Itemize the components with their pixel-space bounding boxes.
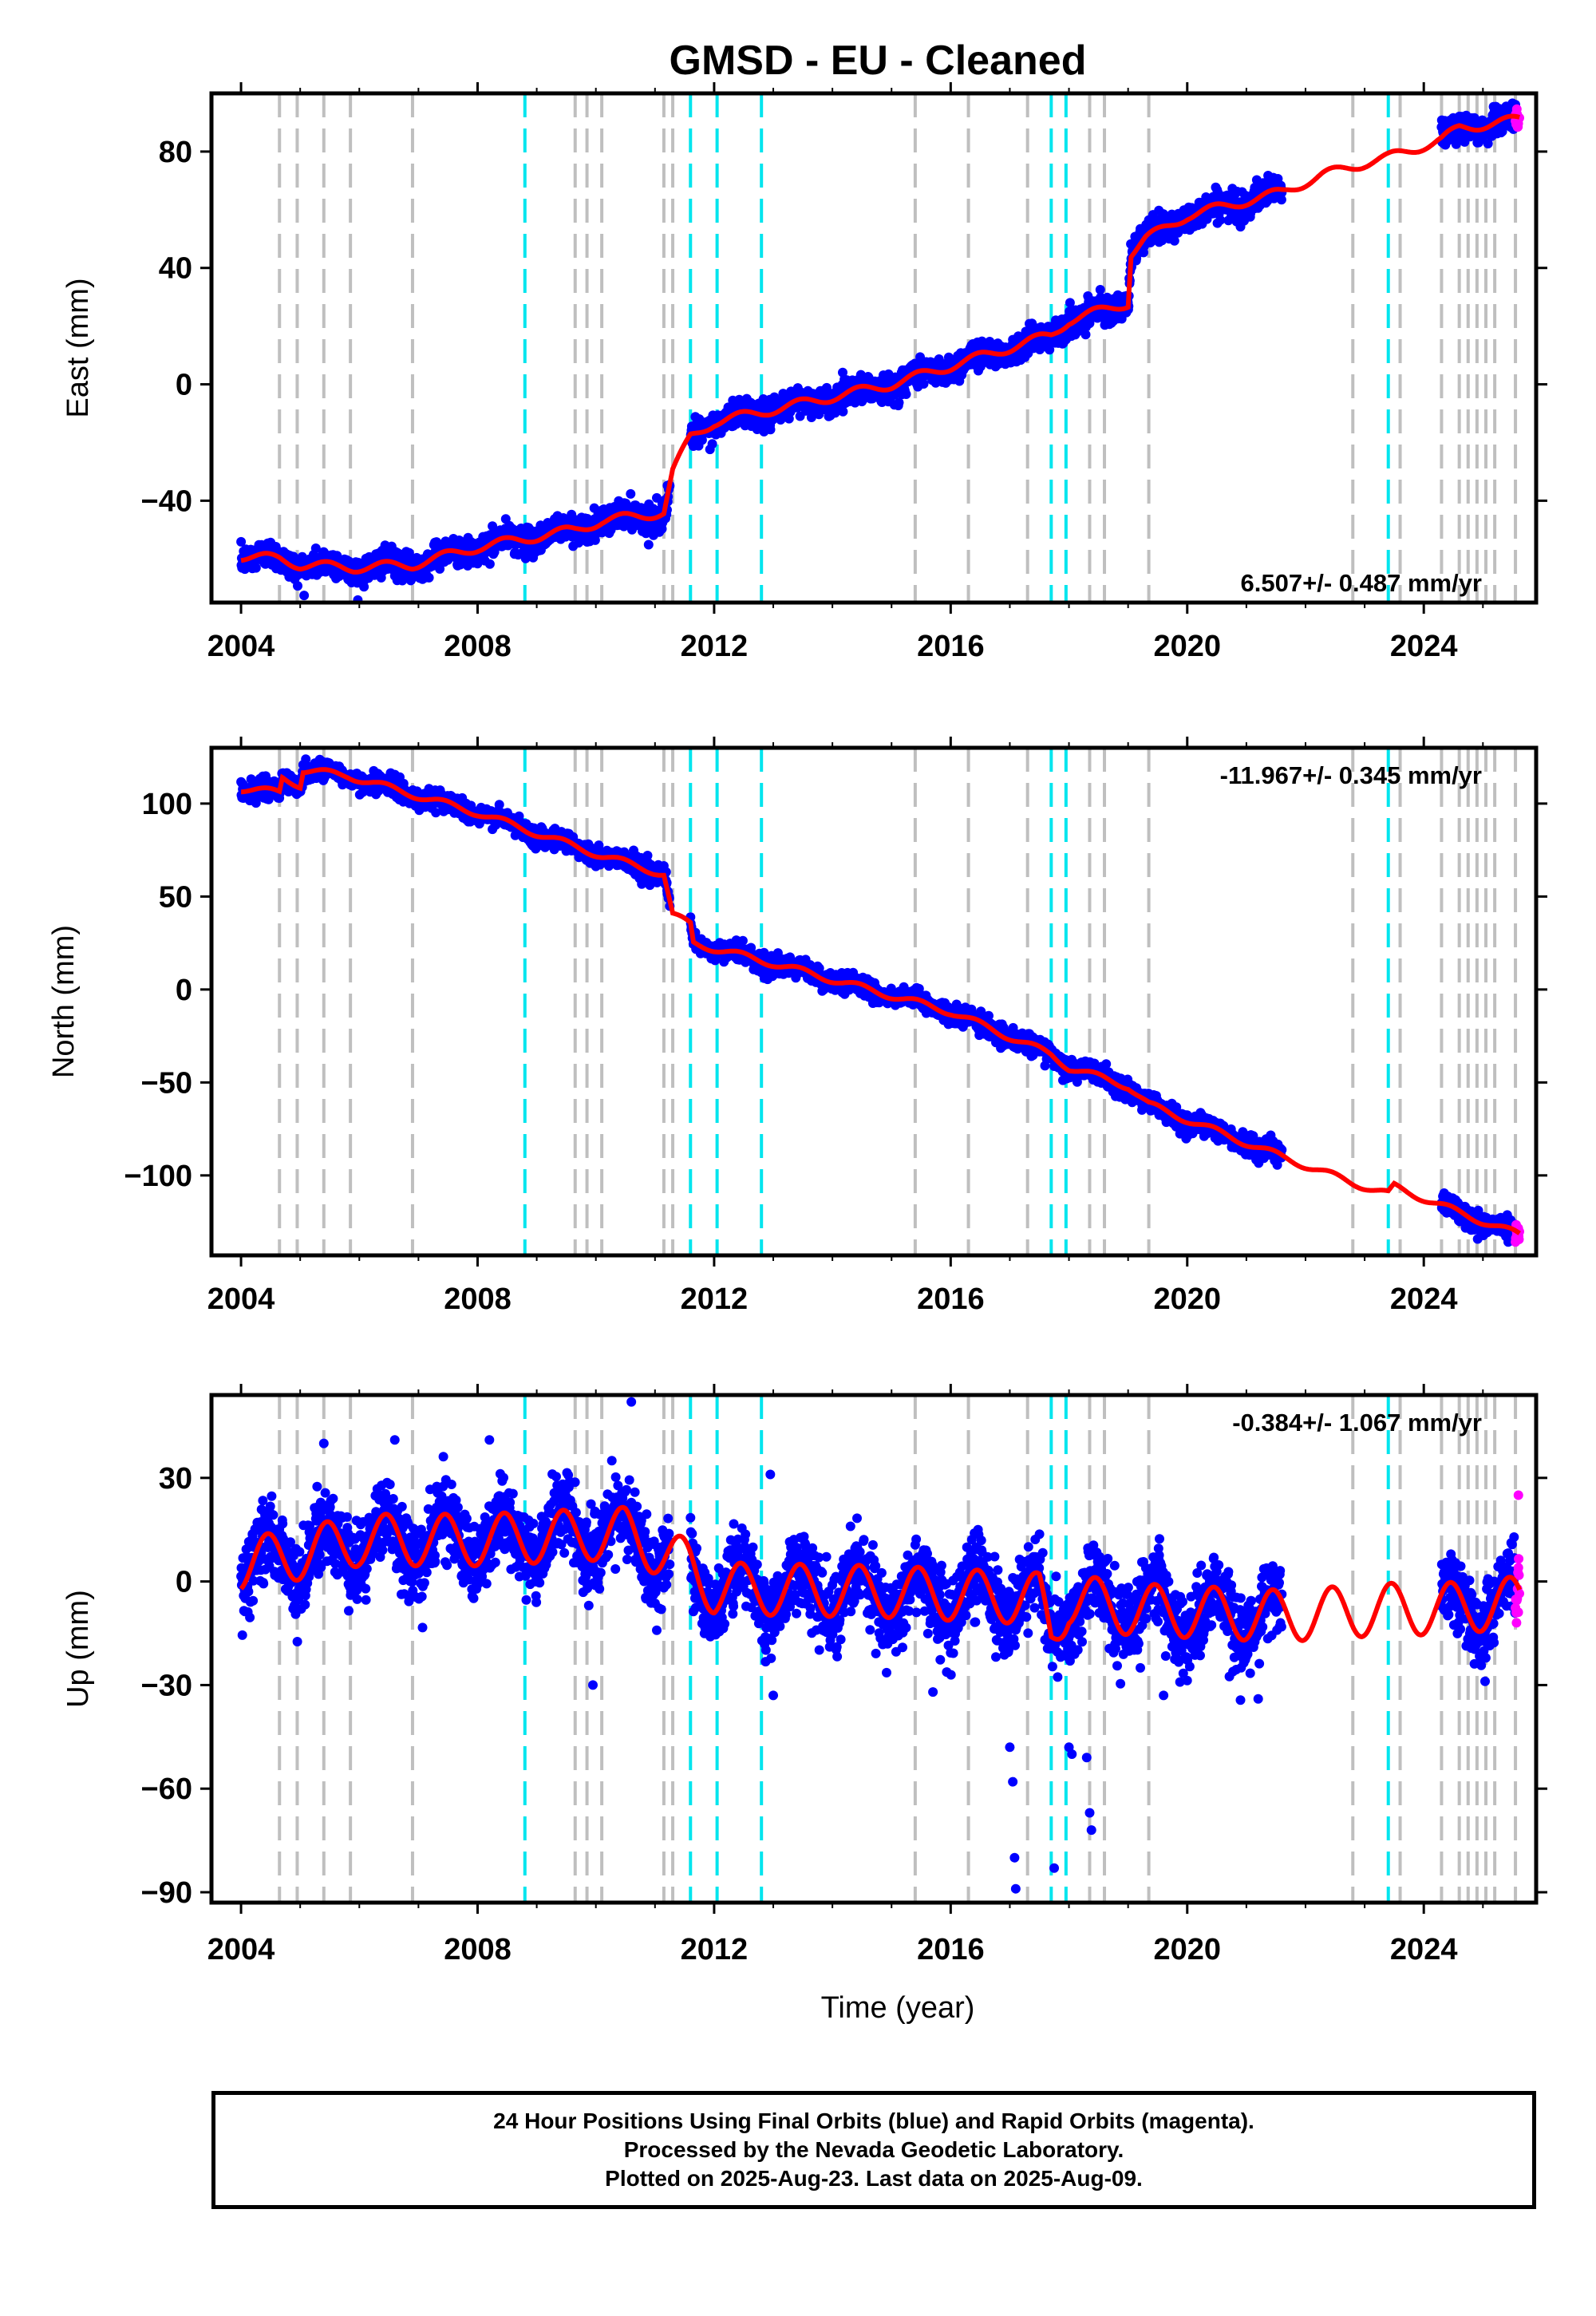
x-tick-label: 2012: [681, 630, 749, 663]
y-tick-label: 80: [159, 136, 192, 169]
x-tick-label: 2024: [1390, 630, 1458, 663]
final-orbit-point: [894, 397, 904, 408]
final-orbit-point: [918, 379, 929, 389]
final-orbit-point: [1215, 215, 1226, 225]
velocity-label: 6.507+/- 0.487 mm/yr: [1241, 569, 1482, 597]
final-orbit-point: [697, 435, 707, 445]
final-orbit-point: [424, 572, 434, 583]
panel-frame: [209, 91, 1539, 605]
final-orbit-point: [251, 563, 261, 573]
plot-area: [236, 93, 1524, 603]
final-orbit-point: [643, 539, 654, 550]
final-orbit-point: [301, 754, 311, 765]
x-tick-label: 2004: [207, 630, 275, 663]
final-orbit-point: [1080, 330, 1091, 340]
panel-1: 2004 2008 2012 2016 2020 2024 −40 0 40 80 East (mm…: [61, 82, 1547, 663]
final-orbit-point: [1045, 345, 1055, 355]
final-orbit-point: [1095, 285, 1105, 294]
final-orbit-point: [431, 808, 441, 818]
final-orbit-point: [707, 439, 717, 449]
final-orbit-point: [1169, 235, 1179, 246]
final-orbit-point: [838, 406, 848, 417]
final-orbit-point: [299, 591, 310, 601]
final-orbit-point: [236, 536, 247, 547]
final-orbit-point: [626, 488, 636, 499]
y-tick-label: −40: [141, 484, 192, 518]
x-tick-label: 2008: [444, 630, 512, 663]
x-tick-label: 2020: [1153, 630, 1221, 663]
final-orbit-point: [765, 425, 776, 435]
final-orbit-point: [642, 851, 653, 860]
final-orbit-point: [1483, 139, 1493, 148]
final-orbit-point: [1147, 236, 1157, 247]
final-orbit-point: [293, 581, 302, 591]
model-fit-line: [240, 113, 1521, 575]
final-orbit-point: [1065, 298, 1075, 308]
y-axis-label: East (mm): [61, 278, 95, 417]
y-tick-label: 40: [159, 252, 192, 286]
final-orbit-point: [737, 935, 748, 946]
final-orbit-point: [494, 800, 504, 810]
final-orbit-point: [1276, 195, 1286, 205]
y-tick-label: 0: [176, 369, 192, 402]
plot-area: [236, 748, 1524, 1255]
x-tick-label: 2016: [917, 630, 985, 663]
final-orbit-point: [484, 559, 495, 569]
final-orbit-point: [901, 389, 911, 399]
panel-2: 2004 2008 2012 2016 2020 2024−100−50050100Nor…: [47, 737, 1547, 1316]
final-orbit-point: [310, 543, 321, 553]
observation-points: [236, 98, 1524, 603]
